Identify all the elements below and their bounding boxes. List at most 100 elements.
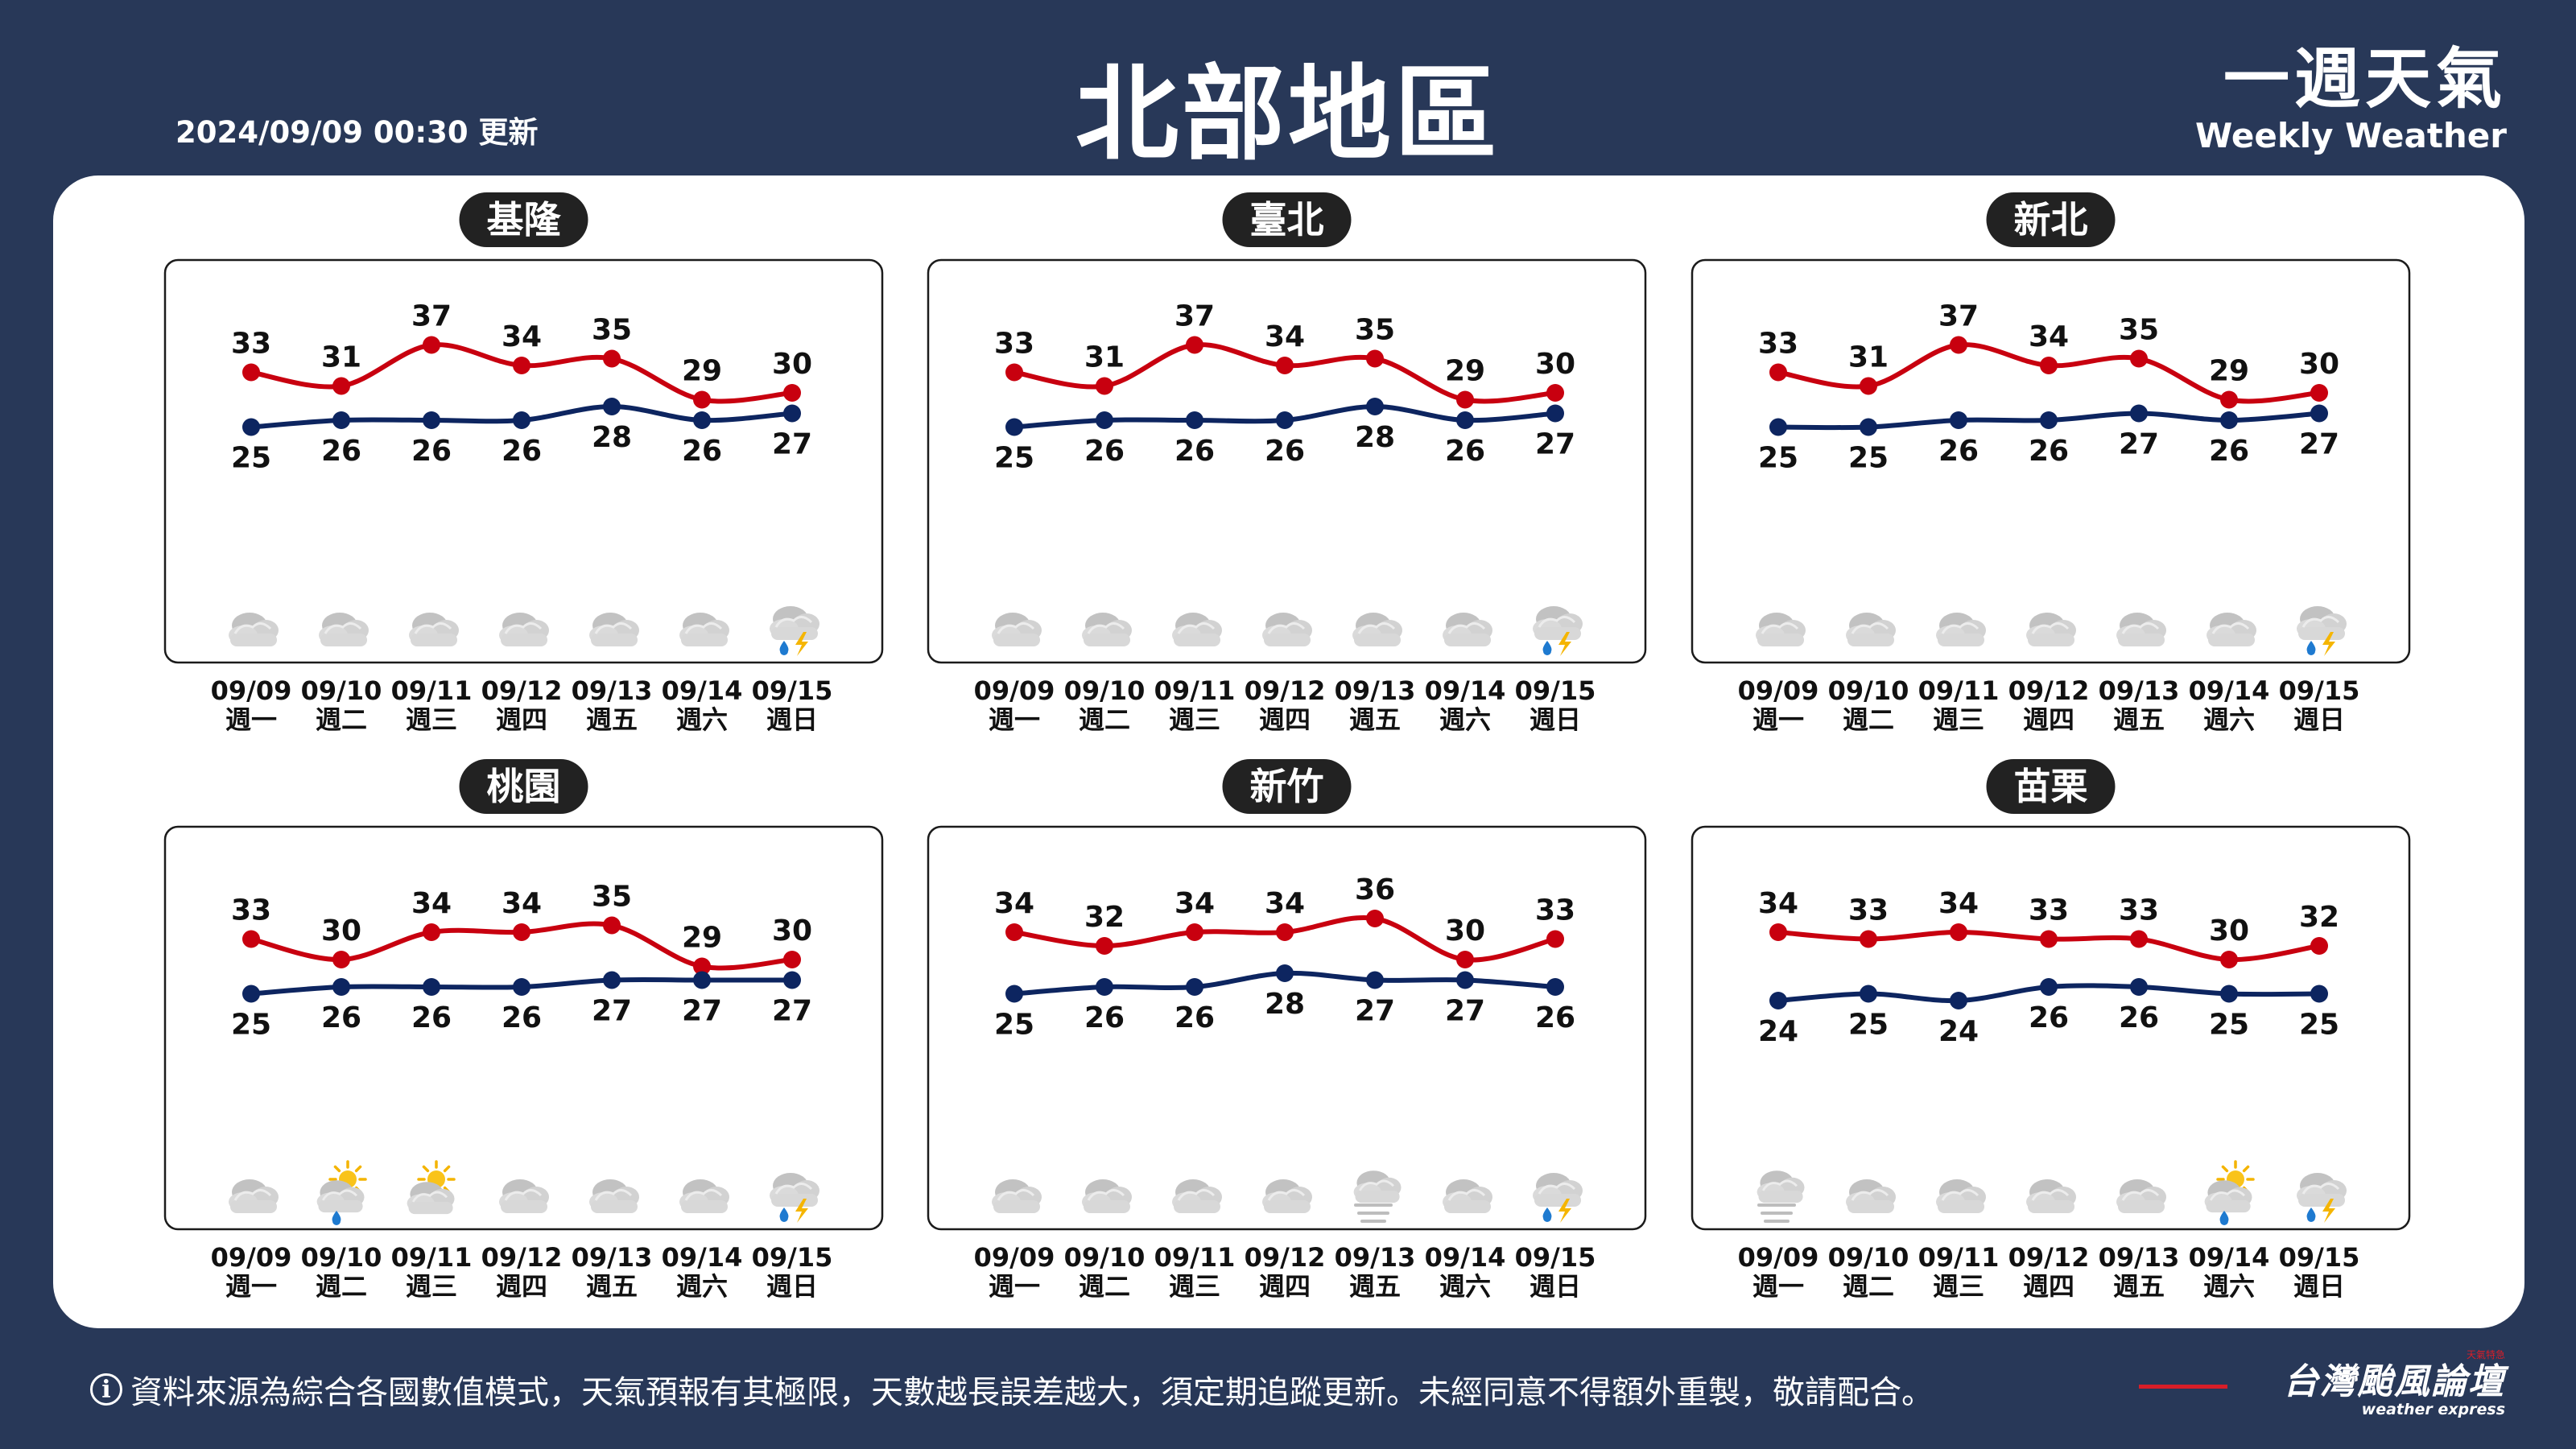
cloud-shape [2116, 613, 2166, 646]
cloudy-icon [992, 1179, 1042, 1213]
cloud-shape [1172, 613, 1222, 646]
cloud-highlight [1851, 622, 1889, 634]
cloud-base [408, 1201, 453, 1215]
low-temp-point [693, 411, 711, 429]
cloudy-icon [229, 1179, 279, 1213]
cloud-highlight [2301, 1183, 2340, 1195]
sun-rain-icon [316, 1160, 367, 1225]
cloud-base [1758, 1190, 1803, 1203]
low-temp-label: 26 [1084, 435, 1125, 468]
high-temp-point [783, 384, 801, 402]
cloud-base [1084, 1200, 1130, 1213]
high-temp-label: 33 [1535, 894, 1575, 927]
low-temp-label: 26 [1445, 435, 1485, 468]
cloud-base [1534, 627, 1581, 640]
cloud-shape [2026, 1179, 2076, 1213]
high-temp-label: 34 [1265, 887, 1305, 920]
lightning-bolt [1558, 632, 1571, 656]
date-tick-label: 09/12 [1245, 1242, 1326, 1273]
cloud-base [411, 634, 457, 646]
chart-frame [163, 825, 884, 1231]
low-temp-point [603, 971, 621, 989]
high-temp-label: 37 [1174, 300, 1215, 333]
date-tick-label: 09/11 [1918, 1242, 2000, 1273]
brand-line [2139, 1385, 2227, 1389]
high-temp-point [1456, 951, 1474, 968]
high-temp-point [242, 363, 260, 382]
cloudy-icon [992, 613, 1042, 646]
date-tick-label: 09/15 [752, 675, 833, 706]
lightning-bolt [795, 632, 808, 656]
cloud-shape [409, 613, 459, 646]
cloudy-icon [2116, 1179, 2166, 1213]
date-tick-label: 09/13 [1335, 675, 1416, 706]
cloudy-icon [1846, 613, 1896, 646]
cloud-highlight [414, 622, 452, 634]
thunderstorm-icon [1533, 1173, 1583, 1223]
cloud-shape [2297, 1173, 2347, 1207]
lightning-bolt [2322, 1199, 2335, 1223]
low-temp-label: 27 [1355, 995, 1395, 1028]
high-temp-point [513, 923, 530, 941]
cloud-shape [679, 1179, 729, 1213]
low-temp-point [1005, 985, 1023, 1003]
high-temp-point [1950, 336, 1967, 354]
high-temp-point [1769, 923, 1787, 941]
date-tick-label: 09/12 [1245, 675, 1326, 706]
cloud-highlight [233, 622, 272, 634]
high-temp-label: 33 [994, 328, 1034, 361]
cloud-highlight [1357, 622, 1396, 634]
rain-drop [779, 1208, 789, 1222]
high-temp-label: 32 [2299, 901, 2339, 934]
cloudy-icon [589, 1179, 639, 1213]
low-temp-point [1366, 398, 1384, 415]
cloud-highlight [684, 1189, 723, 1201]
cloud-base [681, 634, 728, 646]
date-tick-label: 09/14 [662, 1242, 743, 1273]
high-temp-label: 29 [1445, 355, 1485, 388]
low-temp-point [2130, 404, 2148, 423]
cloud-shape [1936, 613, 1986, 646]
chart-frame [1690, 258, 2411, 664]
low-temp-label: 27 [1445, 995, 1485, 1028]
cloud-shape [229, 1179, 279, 1213]
low-temp-point [1096, 978, 1113, 996]
cloud-shape [1533, 1173, 1583, 1207]
cloud-shape [1262, 1179, 1312, 1213]
weekday-tick-label: 週五 [1349, 704, 1401, 735]
chart-frame [927, 258, 1647, 664]
low-temp-point [1456, 411, 1474, 429]
high-temp-point [1546, 930, 1564, 948]
cloud-highlight [411, 1191, 448, 1203]
sun-ray [333, 1165, 341, 1173]
cloud-shape [2297, 606, 2347, 640]
date-tick-label: 09/09 [974, 1242, 1055, 1273]
high-temp-label: 33 [231, 328, 271, 361]
cloudy-icon [2026, 613, 2076, 646]
high-temp-label: 36 [1355, 873, 1395, 906]
weekday-tick-label: 週六 [2203, 1271, 2255, 1302]
high-temp-point [2040, 357, 2058, 374]
low-temp-point [1860, 985, 1877, 1003]
low-temp-label: 24 [1938, 1015, 1979, 1048]
weekday-tick-label: 週二 [316, 704, 367, 735]
date-tick-label: 09/12 [481, 675, 563, 706]
cloud-shape [229, 613, 279, 646]
brand-tag: 天氣特急 [2466, 1349, 2505, 1360]
cloudy-icon [1082, 613, 1132, 646]
chart-frame [163, 258, 884, 664]
cloud-highlight [1177, 1189, 1216, 1201]
low-temp-point [423, 411, 440, 429]
high-temp-point [2130, 349, 2148, 368]
fog-icon [1353, 1170, 1402, 1223]
cloud-highlight [1761, 1179, 1798, 1191]
high-temp-label: 35 [1355, 314, 1395, 347]
thunderstorm-icon [2297, 606, 2347, 656]
cloud-base [2208, 634, 2255, 646]
cloud-highlight [504, 1189, 543, 1201]
low-temp-label: 26 [2029, 1001, 2069, 1034]
date-tick-label: 09/13 [2099, 1242, 2180, 1273]
cloud-shape [499, 1179, 549, 1213]
low-temp-point [783, 971, 801, 989]
